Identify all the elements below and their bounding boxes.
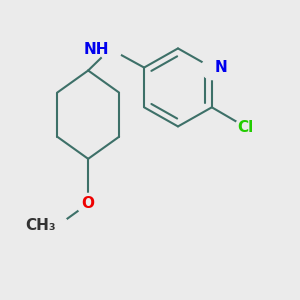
Text: NH: NH [83, 41, 109, 56]
Text: CH₃: CH₃ [25, 218, 56, 233]
Text: N: N [214, 60, 227, 75]
Text: O: O [82, 196, 95, 211]
Text: Cl: Cl [238, 119, 254, 134]
